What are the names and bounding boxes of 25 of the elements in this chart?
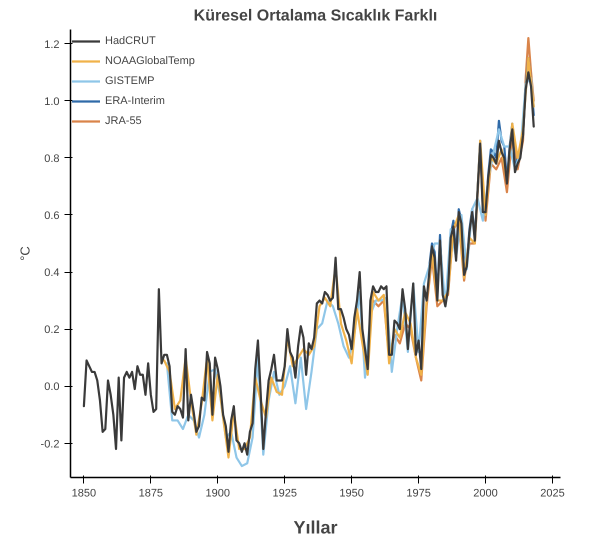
legend-label: NOAAGlobalTemp xyxy=(105,54,195,68)
x-tick-label: 1850 xyxy=(72,488,96,500)
y-tick-label: 1.0 xyxy=(44,96,60,108)
y-tick-label: 0.8 xyxy=(44,152,60,165)
x-tick-label: 1950 xyxy=(339,488,364,500)
x-axis-title: Yıllar xyxy=(293,518,338,538)
x-tick-label: 2025 xyxy=(540,488,565,500)
chart-title: Küresel Ortalama Sıcaklık Farklı xyxy=(194,8,438,24)
line-series xyxy=(82,71,535,456)
legend-label: GISTEMP xyxy=(105,74,155,88)
y-tick-label: 1.2 xyxy=(44,38,60,51)
y-tick-label: 0.4 xyxy=(44,267,60,280)
y-tick-label: 0.6 xyxy=(44,210,60,222)
legend-label: JRA-55 xyxy=(105,114,142,128)
y-tick-label: 0.2 xyxy=(44,324,60,336)
x-tick-label: 1975 xyxy=(406,488,431,500)
x-tick-label: 1925 xyxy=(272,488,297,500)
y-tick-label: -0.2 xyxy=(40,438,60,450)
x-tick-label: 1875 xyxy=(138,488,164,500)
x-tick-label: 2000 xyxy=(473,488,498,500)
legend-label: ERA-Interim xyxy=(105,94,165,108)
x-tick-label: 1900 xyxy=(206,488,230,500)
y-tick-label: 0.0 xyxy=(44,381,60,394)
y-axis-title: °C xyxy=(18,246,33,261)
legend-label: HadCRUT xyxy=(105,34,156,48)
